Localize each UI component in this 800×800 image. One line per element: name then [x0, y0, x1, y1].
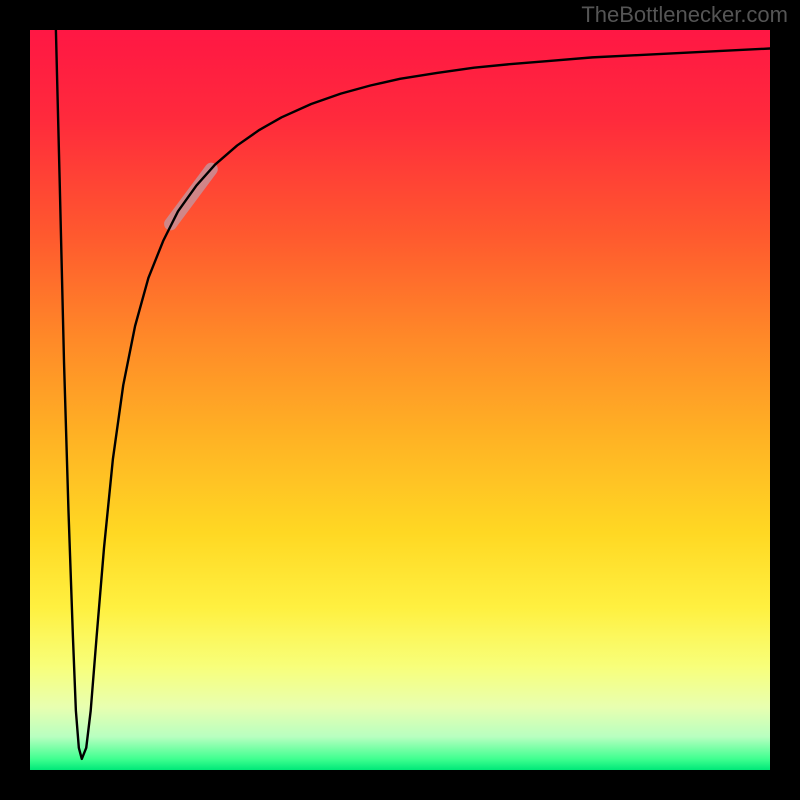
bottleneck-curve — [56, 30, 770, 759]
chart-container: TheBottlenecker.com — [0, 0, 800, 800]
plot-curves — [30, 30, 770, 770]
attribution-text: TheBottlenecker.com — [581, 2, 788, 28]
plot-frame — [30, 30, 770, 770]
